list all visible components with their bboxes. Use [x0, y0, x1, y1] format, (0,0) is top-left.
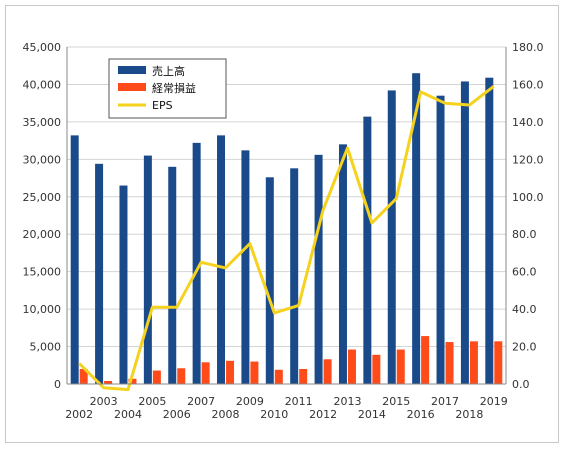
sales-bar [412, 73, 421, 384]
x-tick-label: 2007 [187, 395, 215, 408]
sales-bar [168, 166, 177, 384]
sales-bar [217, 135, 226, 384]
legend-label-eps: EPS [152, 99, 173, 112]
x-tick-label: 2015 [382, 395, 410, 408]
x-tick-label: 2009 [236, 395, 264, 408]
x-tick-label: 2018 [455, 408, 483, 421]
x-tick-label: 2003 [90, 395, 118, 408]
y-left-tick-label: 30,000 [23, 153, 62, 166]
y-left-tick-label: 10,000 [23, 303, 62, 316]
sales-bar [265, 177, 274, 384]
sales-bar [460, 81, 469, 385]
sales-bar [241, 150, 250, 384]
ordinary-profit-bar [372, 354, 381, 384]
ordinary-profit-bar [445, 342, 454, 384]
ordinary-profit-bar [347, 349, 356, 384]
ordinary-profit-bar [274, 369, 283, 384]
y-right-tick-label: 140.0 [512, 116, 544, 129]
ordinary-profit-bar [299, 369, 308, 384]
sales-bar [436, 95, 445, 384]
x-tick-label: 2006 [163, 408, 191, 421]
y-left-tick-label: 0 [54, 378, 61, 391]
y-left-tick-label: 5,000 [30, 341, 62, 354]
sales-bar [485, 77, 494, 385]
sales-bar [290, 168, 299, 384]
y-right-tick-label: 80.0 [512, 228, 537, 241]
ordinary-profit-bar [104, 381, 113, 384]
sales-bar [363, 116, 372, 384]
y-right-tick-label: 60.0 [512, 266, 537, 279]
x-tick-label: 2008 [212, 408, 240, 421]
x-tick-label: 2010 [260, 408, 288, 421]
legend-swatch-sales [118, 66, 146, 74]
ordinary-profit-bar [250, 361, 259, 384]
sales-bar [143, 155, 152, 384]
sales-bar [95, 163, 104, 384]
y-right-tick-label: 40.0 [512, 303, 537, 316]
y-left-tick-label: 35,000 [23, 116, 62, 129]
axes: 0 0.0 5,000 20.0 10,000 40.0 15,000 60.0 20,000 8… [23, 41, 544, 421]
sales-bar [387, 90, 396, 385]
y-left-tick-label: 25,000 [23, 191, 62, 204]
y-right-tick-label: 100.0 [512, 191, 544, 204]
y-left-tick-label: 20,000 [23, 228, 62, 241]
ordinary-profit-bar [323, 359, 332, 384]
ordinary-profit-bar [421, 336, 430, 384]
legend-label-ordinary-profit: 経常損益 [152, 81, 196, 95]
sales-bar [70, 135, 79, 384]
bars [70, 73, 503, 385]
sales-bar [314, 154, 323, 384]
x-tick-label: 2019 [480, 395, 508, 408]
x-tick-label: 2004 [114, 408, 142, 421]
eps-series-line [78, 85, 495, 392]
y-left-tick-label: 15,000 [23, 266, 62, 279]
sales-bar [119, 185, 128, 384]
x-tick-label: 2014 [358, 408, 386, 421]
x-tick-label: 2013 [333, 395, 361, 408]
ordinary-profit-bar [128, 378, 137, 384]
ordinary-profit-bar [201, 362, 210, 384]
y-right-tick-label: 20.0 [512, 341, 537, 354]
sales-bar [338, 144, 347, 384]
y-right-tick-label: 120.0 [512, 153, 544, 166]
ordinary-profit-bar [152, 370, 161, 384]
y-left-tick-label: 45,000 [23, 41, 62, 54]
x-tick-label: 2002 [65, 408, 93, 421]
x-tick-label: 2017 [431, 395, 459, 408]
ordinary-profit-bar [494, 341, 503, 384]
x-tick-label: 2012 [309, 408, 337, 421]
y-right-tick-label: 0.0 [512, 378, 530, 391]
sales-bar [192, 142, 201, 384]
y-left-tick-label: 40,000 [23, 78, 62, 91]
eps-line [78, 85, 495, 392]
y-right-tick-label: 160.0 [512, 78, 544, 91]
x-tick-label: 2011 [285, 395, 313, 408]
legend-label-sales: 売上高 [152, 64, 185, 78]
ordinary-profit-bar [226, 360, 235, 384]
x-tick-label: 2016 [407, 408, 435, 421]
ordinary-profit-bar [469, 341, 478, 384]
ordinary-profit-bar [396, 349, 405, 384]
legend-swatch-ordinary-profit [118, 83, 146, 91]
x-tick-label: 2005 [138, 395, 166, 408]
ordinary-profit-bar [177, 368, 186, 384]
y-right-tick-label: 180.0 [512, 41, 544, 54]
ordinary-profit-bar [79, 369, 88, 384]
